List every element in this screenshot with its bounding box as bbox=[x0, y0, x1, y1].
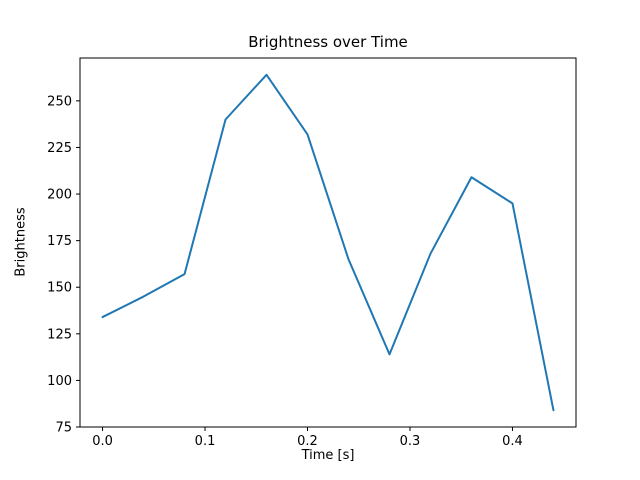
y-tick-label: 175 bbox=[47, 234, 72, 249]
axes-spines bbox=[79, 57, 577, 428]
brightness-series-line bbox=[101, 73, 555, 412]
y-tick-label: 225 bbox=[47, 141, 72, 156]
x-tick-label: 0.4 bbox=[502, 434, 523, 449]
x-tick-label: 0.0 bbox=[92, 434, 113, 449]
y-tick-label: 150 bbox=[47, 281, 72, 296]
x-tick-label: 0.1 bbox=[195, 434, 216, 449]
y-tick-label: 200 bbox=[47, 188, 72, 203]
y-tick-label: 250 bbox=[47, 94, 72, 109]
x-axis-label: Time [s] bbox=[301, 448, 355, 463]
chart-title: Brightness over Time bbox=[248, 33, 408, 51]
y-tick-label: 125 bbox=[47, 327, 72, 342]
y-tick-label: 100 bbox=[47, 374, 72, 389]
x-tick-label: 0.3 bbox=[400, 434, 421, 449]
y-tick-label: 75 bbox=[55, 421, 72, 436]
x-tick-label: 0.2 bbox=[297, 434, 318, 449]
